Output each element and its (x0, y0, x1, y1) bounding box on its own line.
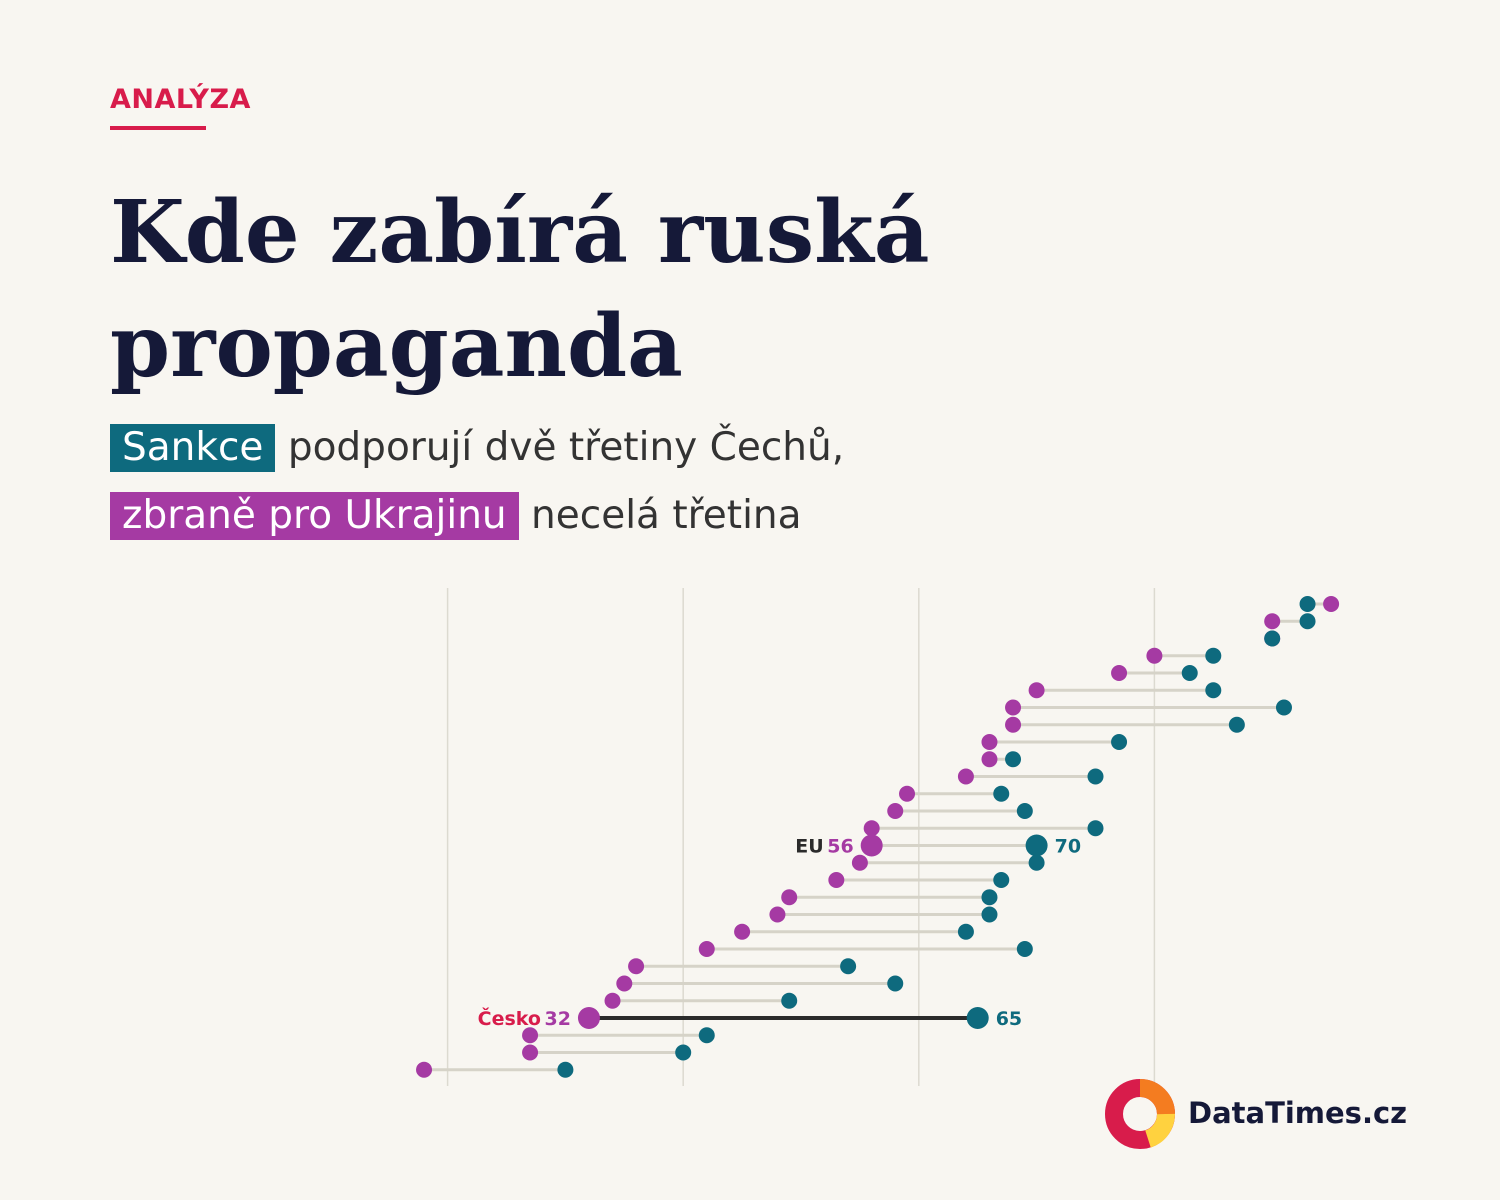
sanctions-value-label: 65 (996, 1008, 1022, 1030)
row-label: Česko (478, 1006, 541, 1030)
weapons-point (887, 803, 904, 819)
weapons-point (769, 906, 786, 923)
weapons-point (851, 854, 868, 871)
weapons-point (981, 751, 998, 768)
weapons-point (577, 1007, 600, 1029)
page-title: Kde zabírá ruská propaganda (110, 182, 930, 397)
weapons-point (1146, 647, 1163, 664)
sanctions-point (1028, 854, 1045, 871)
weapons-point (522, 1044, 539, 1061)
sanctions-point (1205, 682, 1222, 699)
weapons-point (1323, 596, 1340, 612)
subtitle-line-2-text: necelá třetina (531, 493, 802, 538)
sanctions-point (1111, 734, 1128, 750)
weapons-point (863, 820, 880, 837)
weapons-point (698, 941, 715, 957)
sanctions-point (957, 923, 974, 940)
subtitle-line-1-text: podporují dvě třetiny Čechů, (287, 425, 845, 470)
sanctions-point (1016, 803, 1033, 819)
kicker-label: ANALÝZA (110, 84, 251, 115)
sanctions-point (781, 992, 798, 1009)
weapons-value-label: 32 (545, 1008, 571, 1030)
sanctions-point (840, 958, 857, 975)
sanctions-point (1005, 751, 1022, 768)
weapons-point (1028, 682, 1045, 699)
sanctions-point (1299, 613, 1316, 630)
weapons-point (416, 1061, 433, 1078)
sanctions-point (993, 785, 1010, 802)
datatimes-logo-icon (1105, 1079, 1175, 1149)
sanctions-point (698, 1027, 715, 1044)
weapons-point (1264, 613, 1281, 630)
weapons-point (1005, 716, 1022, 733)
sanctions-point (1205, 647, 1222, 664)
weapons-point (860, 834, 883, 857)
sanctions-point (981, 906, 998, 923)
sanctions-point (1264, 630, 1281, 647)
sanctions-point (1228, 716, 1245, 733)
sanctions-point (981, 889, 998, 906)
sanctions-point (1016, 941, 1033, 957)
weapons-point (781, 889, 798, 906)
weapons-value-label: 56 (827, 836, 853, 858)
brand-name: DataTimes.cz (1188, 1096, 1408, 1130)
subtitle-line-1: Sankce podporují dvě třetiny Čechů, (110, 424, 844, 472)
weapons-point (828, 872, 845, 888)
weapons-point (1111, 665, 1128, 681)
subtitle-line-2: zbraně pro Ukrajinu necelá třetina (110, 492, 802, 540)
sanctions-point (1025, 834, 1048, 857)
weapons-point (899, 785, 916, 802)
sanctions-value-label: 70 (1055, 836, 1081, 858)
sanctions-point (675, 1044, 692, 1061)
weapons-point (981, 734, 998, 750)
sanctions-point (887, 975, 904, 992)
weapons-point (604, 992, 621, 1009)
weapons-point (616, 975, 633, 992)
weapons-point (734, 923, 751, 940)
row-label: EU (795, 836, 823, 858)
weapons-point (1005, 699, 1022, 716)
sanctions-point (1087, 768, 1104, 785)
sanctions-tag: Sankce (110, 424, 276, 472)
sanctions-point (1299, 596, 1316, 612)
sanctions-point (557, 1061, 574, 1078)
sanctions-point (993, 872, 1010, 888)
kicker-underline (110, 126, 206, 130)
weapons-point (628, 958, 645, 975)
sanctions-point (966, 1007, 989, 1029)
weapons-point (957, 768, 974, 785)
weapons-point (522, 1027, 539, 1044)
sanctions-point (1087, 820, 1104, 837)
sanctions-point (1181, 665, 1198, 681)
weapons-tag: zbraně pro Ukrajinu (110, 492, 519, 540)
sanctions-point (1275, 699, 1292, 716)
